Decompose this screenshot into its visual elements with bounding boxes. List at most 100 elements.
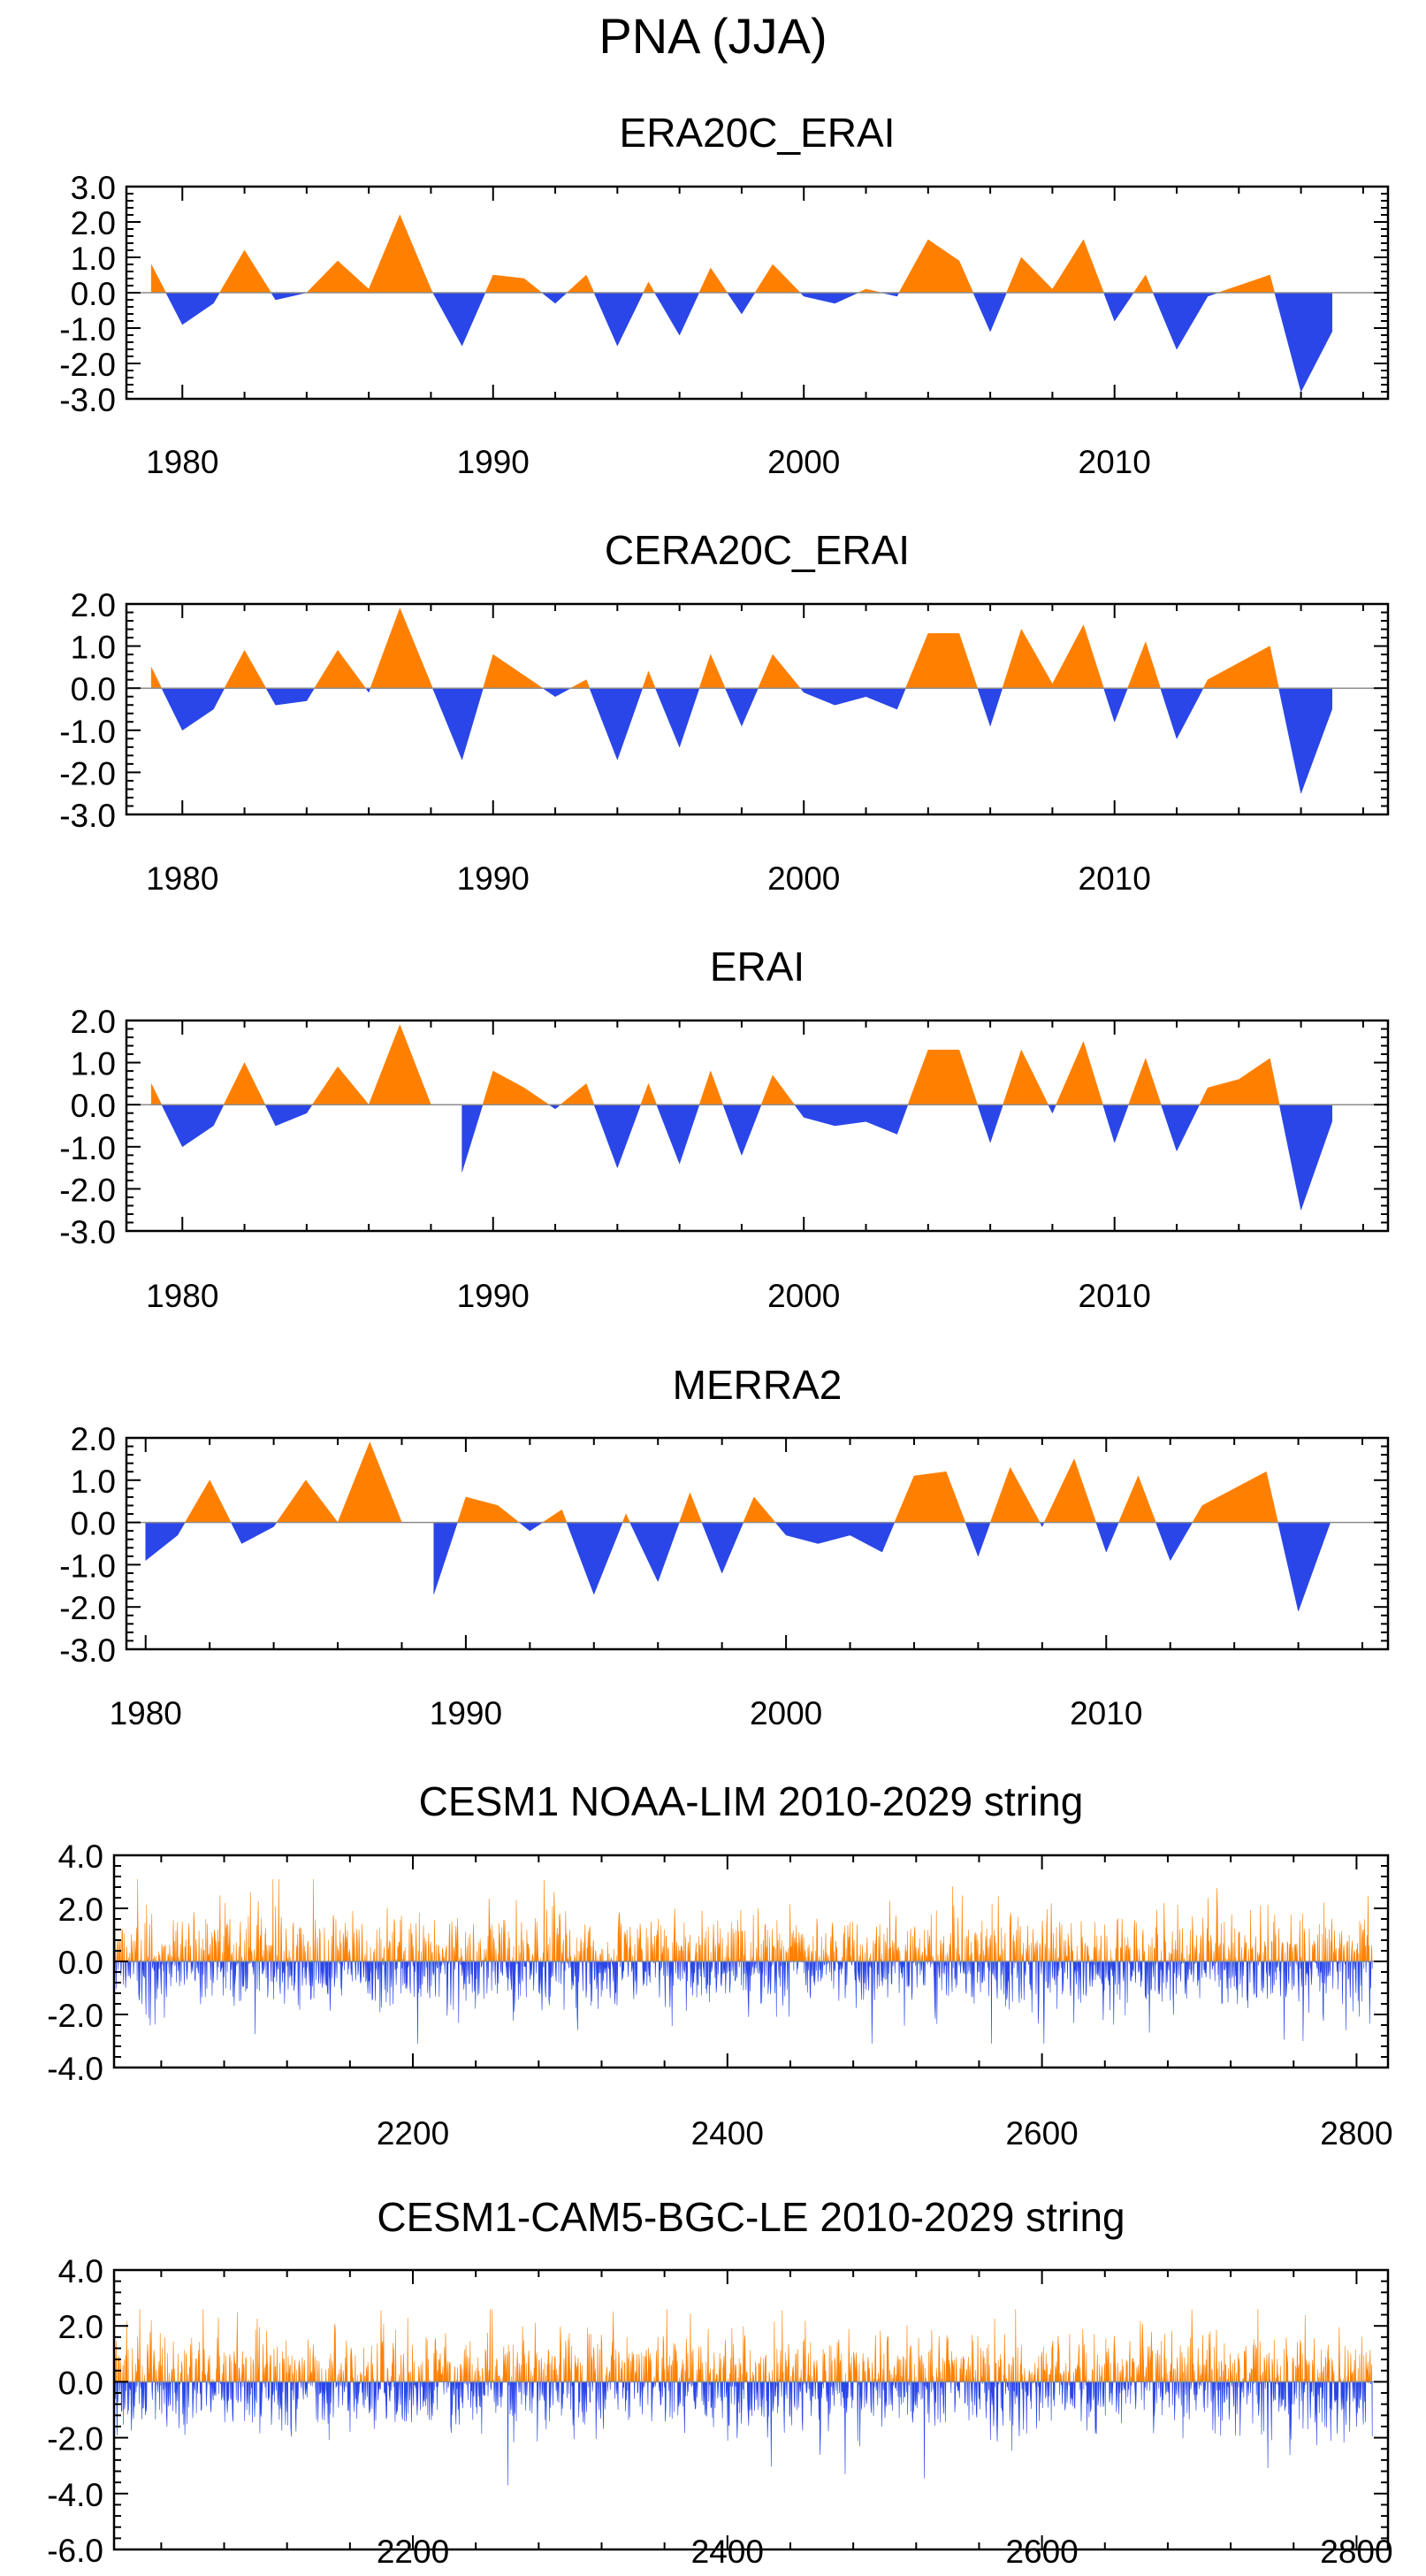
positive-area — [273, 2349, 274, 2381]
negative-area — [596, 1961, 598, 1989]
negative-area — [192, 2381, 194, 2418]
positive-area — [412, 2345, 413, 2381]
positive-area — [400, 2355, 401, 2381]
positive-area — [534, 1918, 536, 1961]
negative-area — [256, 2381, 257, 2403]
negative-area — [145, 1961, 146, 2014]
positive-area — [255, 1925, 257, 1961]
positive-area — [1051, 2341, 1053, 2381]
negative-area — [1224, 1961, 1225, 1970]
positive-area — [1280, 2366, 1281, 2382]
negative-area — [1330, 2381, 1331, 2441]
positive-area — [194, 1912, 195, 1961]
positive-area — [556, 2369, 557, 2381]
positive-area — [206, 1919, 207, 1961]
negative-area — [955, 2381, 956, 2412]
negative-area — [369, 2381, 371, 2413]
positive-area — [1238, 2354, 1239, 2382]
positive-area — [823, 2349, 824, 2381]
positive-area — [307, 215, 433, 293]
negative-area — [1079, 1961, 1081, 2003]
y-tick-label: -1.0 — [59, 311, 116, 348]
negative-area — [965, 1961, 966, 1994]
positive-area — [312, 1025, 461, 1105]
positive-area — [792, 2366, 794, 2381]
positive-area — [214, 1930, 217, 1961]
positive-area — [1026, 1926, 1028, 1961]
positive-area — [908, 1050, 978, 1105]
positive-area — [647, 1937, 648, 1961]
negative-area — [888, 2381, 889, 2404]
positive-area — [624, 1930, 628, 1961]
negative-area — [901, 2381, 902, 2404]
negative-area — [842, 2381, 845, 2474]
positive-area — [697, 2370, 698, 2382]
negative-area — [184, 1961, 185, 1985]
negative-area — [946, 1961, 947, 1995]
negative-area — [437, 2381, 438, 2410]
negative-area — [365, 1961, 366, 1982]
negative-area — [1043, 1961, 1045, 2044]
positive-area — [996, 1943, 997, 1961]
positive-area — [719, 2353, 721, 2382]
x-tick-label: 1980 — [146, 860, 218, 897]
negative-area — [1093, 1961, 1094, 1980]
positive-area — [246, 1929, 247, 1961]
positive-area — [593, 2347, 596, 2381]
positive-area — [900, 1951, 901, 1961]
negative-area — [426, 1961, 428, 1993]
negative-area — [394, 2381, 395, 2421]
positive-area — [977, 2336, 978, 2382]
negative-area — [500, 1961, 501, 1973]
positive-area — [1064, 2371, 1065, 2382]
negative-area — [510, 1961, 512, 1990]
positive-area — [932, 1956, 933, 1961]
negative-area — [1285, 2381, 1286, 2411]
negative-area — [872, 1961, 873, 2044]
negative-area — [744, 1961, 745, 1974]
positive-area — [740, 2363, 741, 2381]
negative-area — [213, 1961, 214, 1983]
negative-area — [955, 1961, 957, 1988]
positive-area — [393, 1919, 395, 1961]
positive-area — [239, 2368, 240, 2381]
positive-area — [786, 2360, 787, 2381]
positive-area — [565, 1911, 567, 1961]
negative-area — [810, 1961, 812, 1999]
positive-area — [1291, 1915, 1292, 1961]
positive-area — [316, 2360, 317, 2381]
negative-area — [418, 1961, 419, 1993]
negative-area — [915, 2381, 916, 2405]
negative-area — [570, 2381, 571, 2409]
positive-area — [508, 2345, 509, 2382]
negative-area — [1074, 2381, 1075, 2408]
negative-area — [455, 2381, 457, 2424]
positive-area — [755, 264, 800, 293]
positive-area — [930, 2350, 931, 2382]
negative-area — [316, 2381, 317, 2419]
negative-area — [409, 2381, 410, 2400]
negative-area — [1138, 1961, 1139, 1973]
positive-area — [529, 1947, 530, 1961]
negative-area — [1030, 2381, 1031, 2401]
positive-area — [1186, 2365, 1187, 2382]
negative-area — [1232, 1961, 1233, 1977]
negative-area — [761, 1961, 763, 2003]
negative-area — [721, 1961, 722, 1986]
negative-area — [133, 1961, 134, 1975]
negative-area — [287, 1961, 288, 1966]
negative-area — [524, 1961, 527, 1998]
negative-area — [295, 2381, 296, 2431]
positive-area — [1107, 1936, 1108, 1961]
positive-area — [918, 1948, 919, 1961]
negative-area — [119, 2381, 120, 2391]
positive-area — [914, 2364, 915, 2381]
negative-area — [933, 2381, 934, 2389]
positive-area — [359, 1930, 360, 1961]
negative-area — [818, 1961, 819, 1982]
negative-area — [125, 2381, 126, 2409]
negative-area — [1215, 2381, 1216, 2434]
negative-area — [812, 1961, 813, 1976]
negative-area — [363, 1961, 365, 1977]
